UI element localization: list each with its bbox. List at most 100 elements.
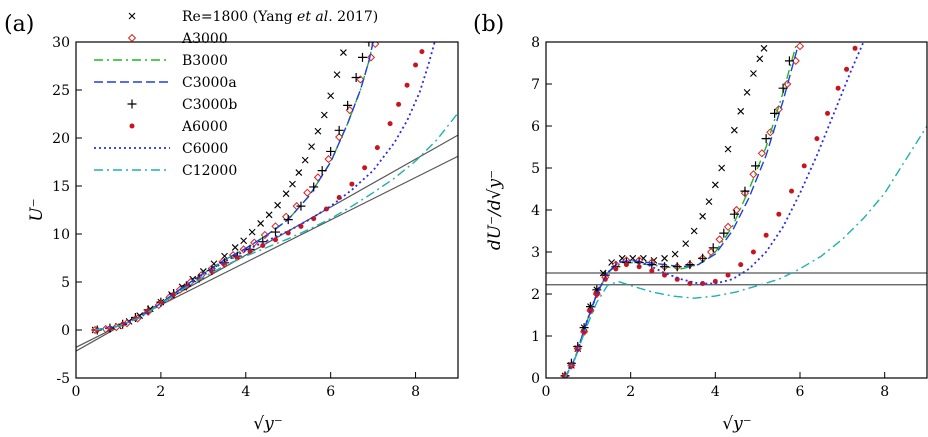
panel-b-series-5-point [649,268,655,274]
panel-a-series-0-point [248,228,256,236]
panel-a-series-0-point [257,220,265,227]
panel-b-series-5-point [623,262,629,268]
panel-a-series-4-point [351,73,361,83]
panel-a-series-0-point [274,201,281,209]
panel-a-series-4-point [364,42,374,47]
panel-b-series-0-point [705,198,713,205]
panel-a-series-0-point [231,244,239,251]
panel-b-series-0-point [743,89,751,96]
panel-b-series-5-point [825,110,831,116]
panel-b-series-0-point [718,164,726,172]
legend-marker-a3000 [127,33,137,43]
panel-a-series-5-point [247,248,253,254]
panel-b-series-4-point [708,243,718,253]
panel-b-series-5-point [700,281,706,286]
panel-b-series-5-point [852,45,858,51]
panel-a-series-0-point [289,180,296,188]
panel-b-series-5-point [738,262,744,268]
panel-b-series-5-point [835,85,841,91]
legend-entry-c3000b: C3000b [127,97,237,113]
panel-b: 0 2 4 6 8 0 1 2 3 4 5 6 7 8 [531,35,928,400]
panel-a-x-tick-label: 6 [326,384,335,400]
panel-a-series-1-point [303,188,312,197]
panel-a-series-5-point [272,237,278,243]
panel-b-series-6 [564,42,865,378]
panel-b-series-4-point [672,262,682,272]
panel-b-y-tick-label: 4 [531,203,540,219]
panel-b-series-0-point [724,145,732,153]
panel-b-series-2 [564,46,797,378]
panel-b-y-tick-label: 8 [531,35,540,51]
panel-b-series-5-point [725,272,731,278]
legend-entry-c12000: C12000 [94,163,237,179]
legend-entry-c6000: C6000 [94,141,228,157]
panel-a-series-4-point [317,166,327,176]
panel-b-series-5-point [844,66,850,72]
panel-b-y-tick-label: 5 [531,161,540,177]
legend-label-re1800: Re=1800 (Yang et al. 2017) [182,9,378,25]
legend-label-b3000: B3000 [182,53,228,69]
panel-b-series-4-point [698,253,708,263]
panel-a-series-5-point [413,62,419,68]
panel-b-series-5-point [801,163,807,169]
panel-b-series-4-point [778,83,788,93]
panel-a-series-0-point [282,190,290,198]
panel-a-series-0-point [301,156,309,164]
panel-a-frame [75,41,459,379]
panel-a-series-0-point [308,143,315,151]
panel-a-series-0-point [314,127,322,135]
legend-entry-a3000: A3000 [127,31,228,47]
panel-b-series-5 [562,45,858,378]
panel-b-series-0-point [750,70,757,77]
panel-b-series-4-point [660,262,670,272]
panel-b-label: (b) [473,12,504,37]
panel-a-series-7 [94,112,458,331]
panel-a-y-tick-label: 15 [52,179,70,195]
panel-b-series-5-point [789,188,795,194]
legend-marker-c3000b [127,99,137,109]
panel-b-x-axis-label: √y⁻ [722,414,751,434]
panel-b-series-4-point [740,186,750,196]
panel-a-x-axis-label: √y⁻ [253,414,282,434]
panel-a-series-4-point [283,215,293,225]
panel-a-series-1-point [324,155,333,164]
panel-b-series-0-point [756,55,764,63]
panel-b-series-1-point [795,42,805,51]
legend-entry-b3000: B3000 [94,53,228,69]
panel-b-series-1-point [715,235,724,244]
panel-b-series-0-point [699,212,707,220]
panel-a-series-4-point [343,100,353,110]
panel-b-series-2-line [564,46,797,378]
panel-a-series-5-point [362,165,368,171]
panel-a-series-5-point [404,82,410,88]
panel-a-y-tick-label: 5 [61,275,70,291]
panel-a-x-tick-label: 8 [411,384,420,400]
panel-b-series-0-point [661,254,668,262]
panel-b-series-1 [560,42,805,378]
legend-entry-c3000a: C3000a [94,75,237,91]
panel-a-series-5-point [349,181,355,187]
panel-a-series-7-line [94,112,458,331]
panel-a-y-tick-label: -5 [56,371,70,387]
panel-b-series-0-point [690,227,698,235]
panel-a-y-tick-label: 10 [52,227,70,243]
panel-a-series-0-point [333,71,341,79]
panel-b-series-3-line [564,46,799,378]
panel-a-series-0-point [320,111,328,119]
panel-b-series-7-line [564,125,927,378]
panel-a-y-tick-label: 0 [61,323,70,339]
panel-b-x-tick-label: 2 [626,384,635,400]
panel-a-y-axis-label: U⁻ [27,198,47,221]
panel-a-series-0-point [340,49,347,56]
panel-a-y-tick-label: 20 [52,131,70,147]
panel-a-series-0-point [240,237,248,245]
legend-entry-re1800: Re=1800 (Yang et al. 2017) [128,9,378,25]
panel-b-series-3 [564,46,799,378]
legend-label-c6000: C6000 [182,141,228,157]
panel-a-x-tick-label: 2 [156,384,165,400]
legend: Re=1800 (Yang et al. 2017) A3000 B3000 C300… [94,9,378,179]
legend-label-c3000a: C3000a [182,75,237,91]
panel-b-series-0-point [682,240,690,247]
panel-b-series-4-point [751,161,761,171]
